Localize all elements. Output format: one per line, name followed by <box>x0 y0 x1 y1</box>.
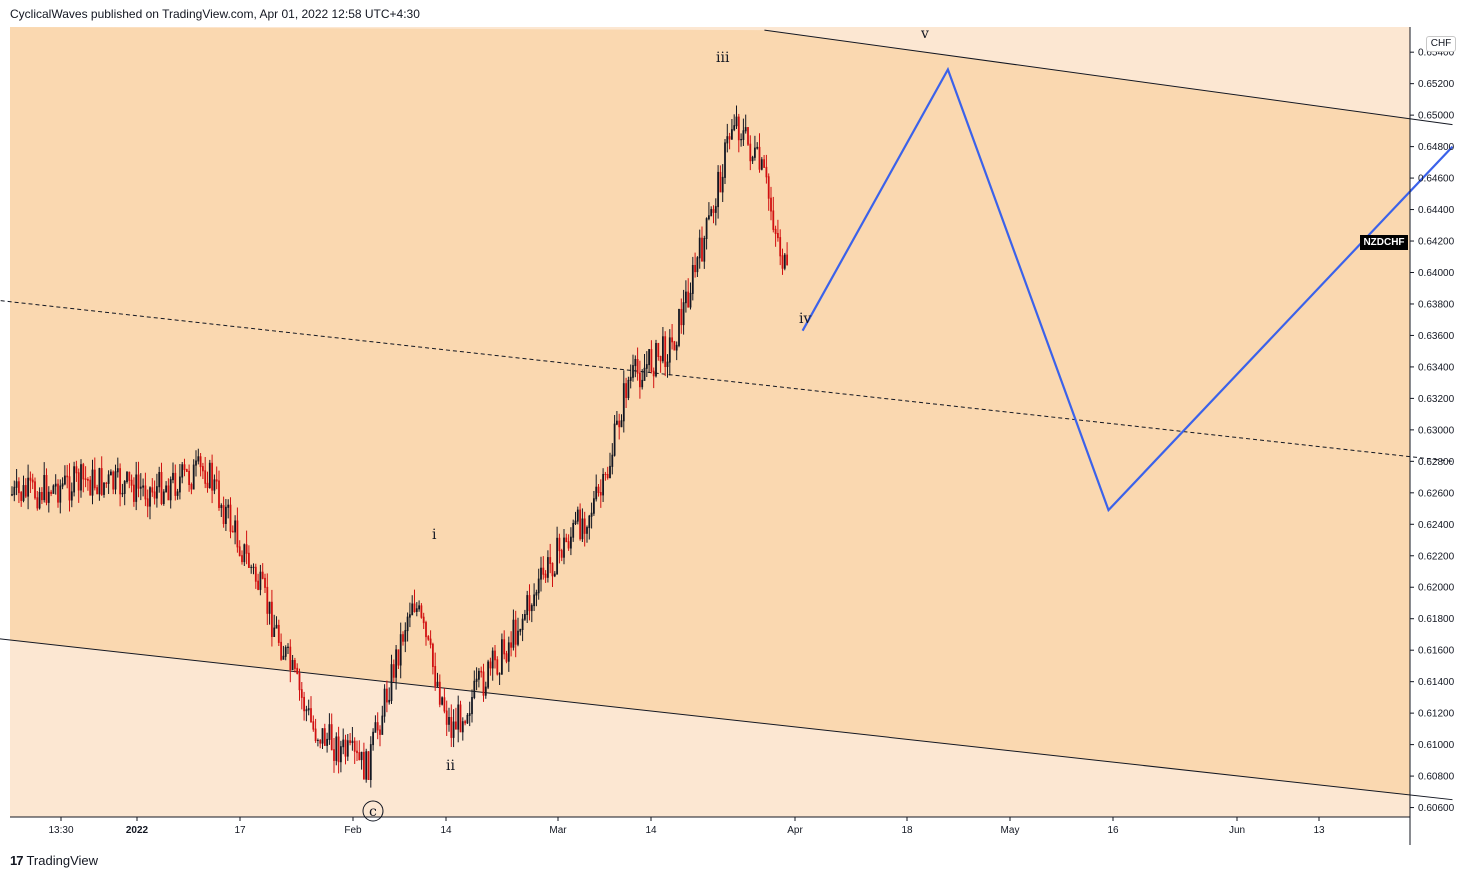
time-tick-label: 13 <box>1313 825 1325 836</box>
chart-attribution: CyclicalWaves published on TradingView.c… <box>10 7 420 21</box>
candles <box>11 105 788 788</box>
symbol-price-tag: NZDCHF <box>1360 235 1408 250</box>
wave-label-i: i <box>432 527 437 543</box>
time-tick-label: Feb <box>344 825 362 836</box>
price-tick-label: 0.61200 <box>1418 709 1455 720</box>
wave-label-v: v <box>920 26 929 42</box>
wave-label-c-circle <box>362 800 384 822</box>
channel-lower-line[interactable] <box>0 631 1453 801</box>
time-tick-label: 13:30 <box>48 825 73 836</box>
channel-upper-line[interactable] <box>764 29 1453 126</box>
projection-path[interactable] <box>801 66 1454 513</box>
price-tick-label: 0.64000 <box>1418 268 1455 279</box>
price-tick-label: 0.61600 <box>1418 646 1455 657</box>
price-axis[interactable]: 0.65400 0.65200 0.65000 0.64800 0.64600 0.644… <box>1410 48 1455 814</box>
price-tick-label: 0.62600 <box>1418 488 1455 499</box>
price-tick-label: 0.62000 <box>1418 583 1455 594</box>
wave-label-c: c <box>369 804 377 820</box>
channel-fill <box>10 27 1410 795</box>
price-tick-label: 0.61800 <box>1418 614 1455 625</box>
currency-label: CHF <box>1426 36 1456 52</box>
time-tick-label: 2022 <box>126 825 149 836</box>
time-tick-label: 18 <box>901 825 913 836</box>
price-tick-label: 0.62200 <box>1418 551 1455 562</box>
wave-label-iv: iv <box>799 311 811 327</box>
time-tick-label: 17 <box>234 825 246 836</box>
time-tick-label: Apr <box>787 825 803 836</box>
price-tick-label: 0.63600 <box>1418 331 1455 342</box>
tradingview-footer[interactable]: 17 TradingView <box>10 853 98 868</box>
price-tick-label: 0.63000 <box>1418 425 1455 436</box>
channel-median-line[interactable] <box>0 293 1453 462</box>
time-axis[interactable]: 13:30 2022 17 Feb 14 Mar 14 Apr 18 May 16 Jun 13 <box>48 817 1325 836</box>
price-tick-label: 0.64800 <box>1418 142 1455 153</box>
price-tick-label: 0.65000 <box>1418 111 1455 122</box>
tradingview-brand-text: TradingView <box>26 853 99 868</box>
wave-label-iii: iii <box>716 50 730 66</box>
price-tick-label: 0.64600 <box>1418 174 1455 185</box>
time-tick-label: 14 <box>440 825 452 836</box>
price-tick-label: 0.63200 <box>1418 394 1455 405</box>
time-tick-label: May <box>1001 825 1020 836</box>
price-tick-label: 0.61400 <box>1418 677 1455 688</box>
wave-label-ii: ii <box>446 758 455 774</box>
time-tick-label: Mar <box>549 825 567 836</box>
price-tick-label: 0.64400 <box>1418 205 1455 216</box>
time-tick-label: Jun <box>1229 825 1245 836</box>
price-tick-label: 0.62800 <box>1418 457 1455 468</box>
time-tick-label: 16 <box>1107 825 1119 836</box>
price-tick-label: 0.64200 <box>1418 237 1455 248</box>
time-tick-label: 14 <box>645 825 657 836</box>
price-tick-label: 0.62400 <box>1418 520 1455 531</box>
price-tick-label: 0.60800 <box>1418 772 1455 783</box>
price-tick-label: 0.63400 <box>1418 362 1455 373</box>
price-tick-label: 0.63800 <box>1418 299 1455 310</box>
price-tick-label: 0.65200 <box>1418 79 1455 90</box>
price-tick-label: 0.60600 <box>1418 803 1455 814</box>
price-tick-label: 0.65400 <box>1418 48 1455 59</box>
price-tick-label: 0.61000 <box>1418 740 1455 751</box>
tradingview-logo-icon: 17 <box>10 853 24 868</box>
